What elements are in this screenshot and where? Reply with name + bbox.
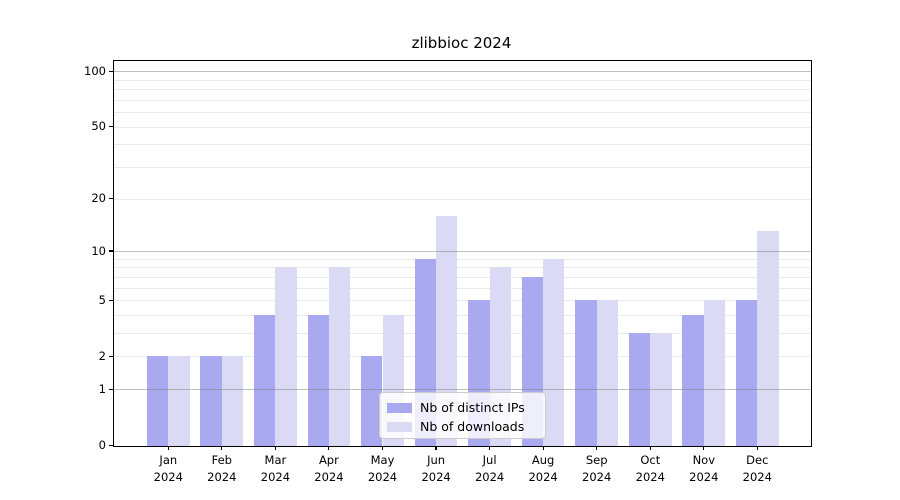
minor-gridline (114, 198, 811, 200)
minor-gridline (114, 276, 811, 278)
legend-label: Nb of distinct IPs (420, 400, 525, 415)
bar-downloads-dec (757, 231, 779, 446)
y-tick-mark (108, 125, 113, 128)
minor-gridline (114, 258, 811, 260)
bar-downloads-jan (168, 356, 190, 446)
minor-gridline (114, 99, 811, 101)
x-tick-label: Nov 2024 (689, 453, 719, 484)
bar-distinct-ips-may (361, 356, 383, 446)
bar-distinct-ips-dec (735, 300, 758, 446)
y-tick-label: 20 (91, 191, 106, 205)
bar-downloads-sep (596, 300, 619, 446)
bar-downloads-nov (703, 300, 726, 446)
minor-gridline (114, 89, 811, 90)
bar-distinct-ips-jan (146, 356, 169, 446)
legend-label: Nb of downloads (420, 419, 525, 434)
minor-gridline (114, 126, 811, 128)
bar-distinct-ips-sep (575, 300, 597, 446)
x-tick-mark (489, 445, 491, 450)
minor-gridlines (114, 61, 811, 446)
x-tick-mark (274, 445, 276, 450)
minor-gridline (114, 300, 811, 302)
minor-gridline (114, 267, 811, 269)
minor-gridline (114, 166, 811, 168)
minor-gridline (114, 356, 811, 358)
x-tick-mark (167, 445, 169, 450)
y-tick-label: 10 (91, 243, 106, 258)
minor-gridline (114, 144, 811, 146)
y-tick-mark (108, 70, 113, 72)
bar-downloads-apr (328, 267, 351, 446)
x-tick-label: Oct 2024 (635, 453, 665, 484)
bar-distinct-ips-oct (628, 333, 651, 446)
legend-item: Nb of distinct IPs (387, 398, 545, 417)
x-tick-mark (756, 445, 758, 450)
bar-downloads-mar (275, 267, 297, 446)
bar-distinct-ips-mar (254, 314, 276, 446)
bar-downloads-oct (650, 333, 672, 446)
y-tick-label: 50 (91, 119, 106, 133)
x-tick-mark (328, 445, 330, 450)
bar-downloads-jun (436, 215, 458, 446)
x-tick-label: Dec 2024 (742, 453, 772, 484)
bar-distinct-ips-feb (200, 356, 222, 446)
x-tick-label: Apr 2024 (314, 453, 344, 484)
y-tick-label: 5 (98, 292, 106, 307)
x-tick-mark (435, 445, 437, 450)
x-tick-label: May 2024 (367, 453, 398, 484)
x-tick-mark (381, 445, 384, 450)
legend-swatch-downloads (387, 421, 412, 432)
bars-layer (114, 61, 811, 446)
x-tick-label: Jan 2024 (153, 453, 183, 484)
y-tick-label: 100 (84, 63, 106, 78)
y-tick-label: 0 (98, 438, 106, 452)
plot-area: 0 1 2 5 10 20 50 100 Jan 2024 Feb 2024 Mar 2024 Apr… (84, 60, 812, 484)
y-tick-mark (108, 250, 113, 252)
legend: Nb of distinct IPs Nb of downloads (379, 392, 546, 439)
legend-item: Nb of downloads (387, 417, 545, 436)
y-tick-mark (108, 444, 113, 447)
x-tick-label: Aug 2024 (528, 453, 558, 484)
x-tick-mark (649, 445, 651, 450)
y-tick-label: 1 (98, 381, 106, 396)
x-tick-label: Mar 2024 (260, 453, 291, 484)
y-tick-mark (108, 388, 113, 390)
minor-gridline (114, 112, 811, 113)
x-tick-mark (542, 445, 544, 450)
bar-distinct-ips-nov (682, 314, 704, 446)
x-tick-mark (221, 445, 223, 450)
bar-distinct-ips-apr (307, 314, 329, 446)
minor-gridline (114, 333, 811, 334)
chart-title: zlibbioc 2024 (411, 34, 512, 52)
x-tick-label: Sep 2024 (582, 453, 612, 484)
bar-downloads-feb (221, 356, 244, 446)
y-tick-mark (108, 355, 113, 357)
x-tick-label: Jun 2024 (421, 453, 451, 484)
x-tick-label: Jul 2024 (474, 453, 505, 484)
minor-gridline (114, 287, 811, 289)
y-tick-mark (108, 197, 113, 200)
y-tick-mark (108, 299, 113, 301)
y-tick-label: 2 (98, 348, 106, 363)
minor-gridline (114, 79, 811, 81)
bar-downloads-aug (543, 258, 565, 446)
x-tick-mark (596, 445, 598, 450)
legend-swatch-distinct-ips (387, 402, 412, 413)
x-tick-label: Feb 2024 (207, 453, 237, 484)
x-tick-mark (703, 445, 705, 450)
minor-gridline (114, 314, 811, 316)
